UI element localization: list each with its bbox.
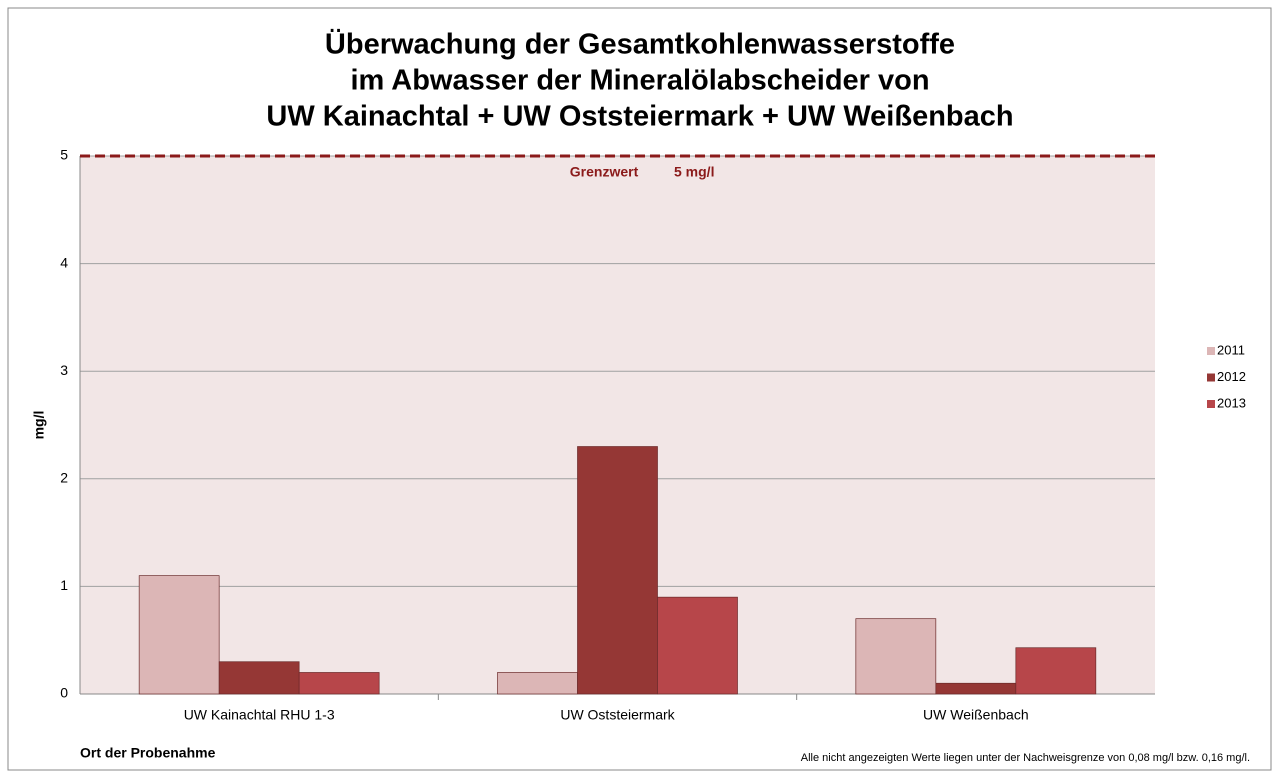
footnote: Alle nicht angezeigten Werte liegen unte… (801, 752, 1250, 764)
threshold-label: Grenzwert (570, 164, 639, 180)
x-tick-label: UW Kainachtal RHU 1-3 (184, 707, 335, 723)
bar (657, 596, 738, 695)
bar (138, 575, 220, 695)
bar (497, 672, 578, 695)
bar (855, 618, 937, 695)
bar (218, 661, 300, 695)
threshold-value-label: 5 mg/l (674, 164, 714, 180)
bar (298, 672, 380, 695)
legend-swatch (1207, 347, 1215, 355)
bar (1015, 647, 1097, 695)
bar (935, 682, 1017, 695)
y-tick-label: 2 (60, 470, 68, 486)
legend-label: 2013 (1217, 395, 1246, 410)
x-tick-label: UW Oststeiermark (560, 707, 675, 723)
y-axis-label: mg/l (31, 411, 47, 440)
legend-label: 2012 (1217, 369, 1246, 384)
legend-swatch (1207, 400, 1215, 408)
legend-label: 2011 (1217, 342, 1245, 357)
chart-title: Überwachung der Gesamtkohlenwasserstoffe (325, 28, 955, 61)
y-tick-label: 0 (60, 685, 68, 701)
legend-swatch (1207, 373, 1215, 382)
y-tick-label: 4 (60, 254, 68, 270)
x-tick-label: UW Weißenbach (923, 707, 1029, 723)
x-axis-label: Ort der Probenahme (80, 745, 216, 761)
y-tick-label: 1 (60, 577, 68, 593)
bar (577, 446, 658, 695)
chart-title: UW Kainachtal + UW Oststeiermark + UW We… (266, 101, 1013, 133)
y-tick-label: 3 (60, 362, 68, 378)
y-tick-label: 5 (60, 147, 68, 163)
chart-title: im Abwasser der Mineralölabscheider von (350, 65, 929, 97)
